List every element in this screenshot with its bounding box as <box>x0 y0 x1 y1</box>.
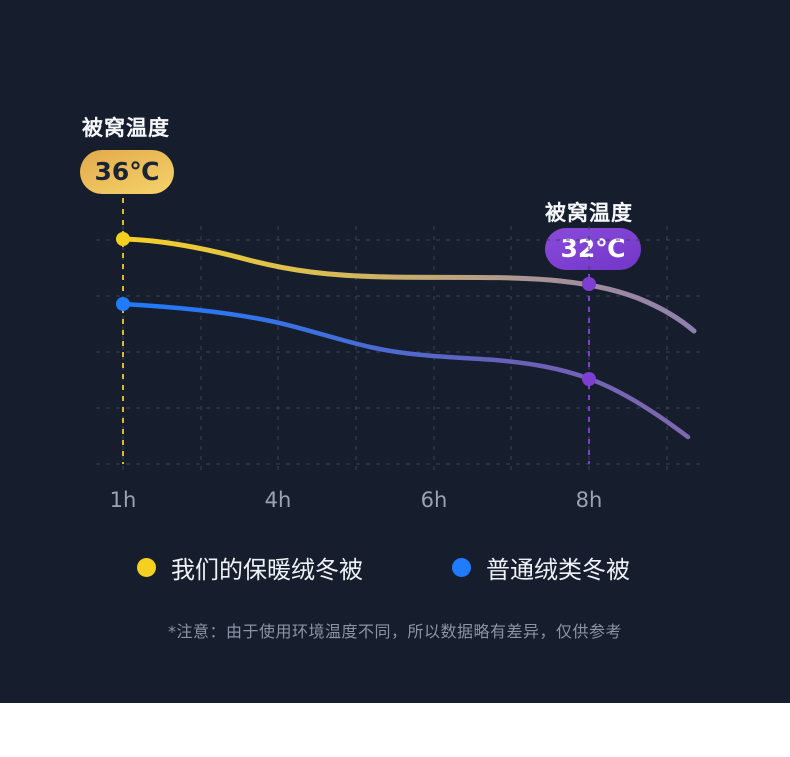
legend-label: 普通绒类冬被 <box>486 556 630 584</box>
legend-item-our-blanket: 我们的保暖绒冬被 <box>137 550 363 585</box>
line-chart <box>96 198 706 470</box>
legend-dot-blue-icon <box>452 558 471 577</box>
ordinary-blanket-start-dot <box>116 297 130 311</box>
our-blanket-start-dot <box>116 232 130 246</box>
bottom-white-strip <box>0 703 790 757</box>
legend-dot-yellow-icon <box>137 558 156 577</box>
disclaimer-note: *注意：由于使用环境温度不同，所以数据略有差异，仅供参考 <box>167 622 622 641</box>
legend-item-ordinary-blanket: 普通绒类冬被 <box>452 550 630 585</box>
chart-panel: 被窝温度 36℃ 被窝温度 32℃ <box>0 0 790 703</box>
x-tick-6h: 6h <box>420 488 448 512</box>
x-tick-8h: 8h <box>575 488 603 512</box>
x-tick-4h: 4h <box>264 488 292 512</box>
legend-label: 我们的保暖绒冬被 <box>171 556 363 584</box>
x-tick-1h: 1h <box>109 488 137 512</box>
our-blanket-8h-dot <box>582 277 596 291</box>
ordinary-blanket-line <box>120 301 691 440</box>
annotation-label-left: 被窝温度 <box>82 116 170 140</box>
ordinary-blanket-8h-dot <box>582 372 596 386</box>
our-blanket-line <box>120 236 697 334</box>
annotation-label-right: 被窝温度 <box>545 201 633 225</box>
temperature-badge-36c: 36℃ <box>80 150 174 194</box>
chart-grid <box>96 226 706 470</box>
temperature-badge-32c: 32℃ <box>545 228 641 270</box>
